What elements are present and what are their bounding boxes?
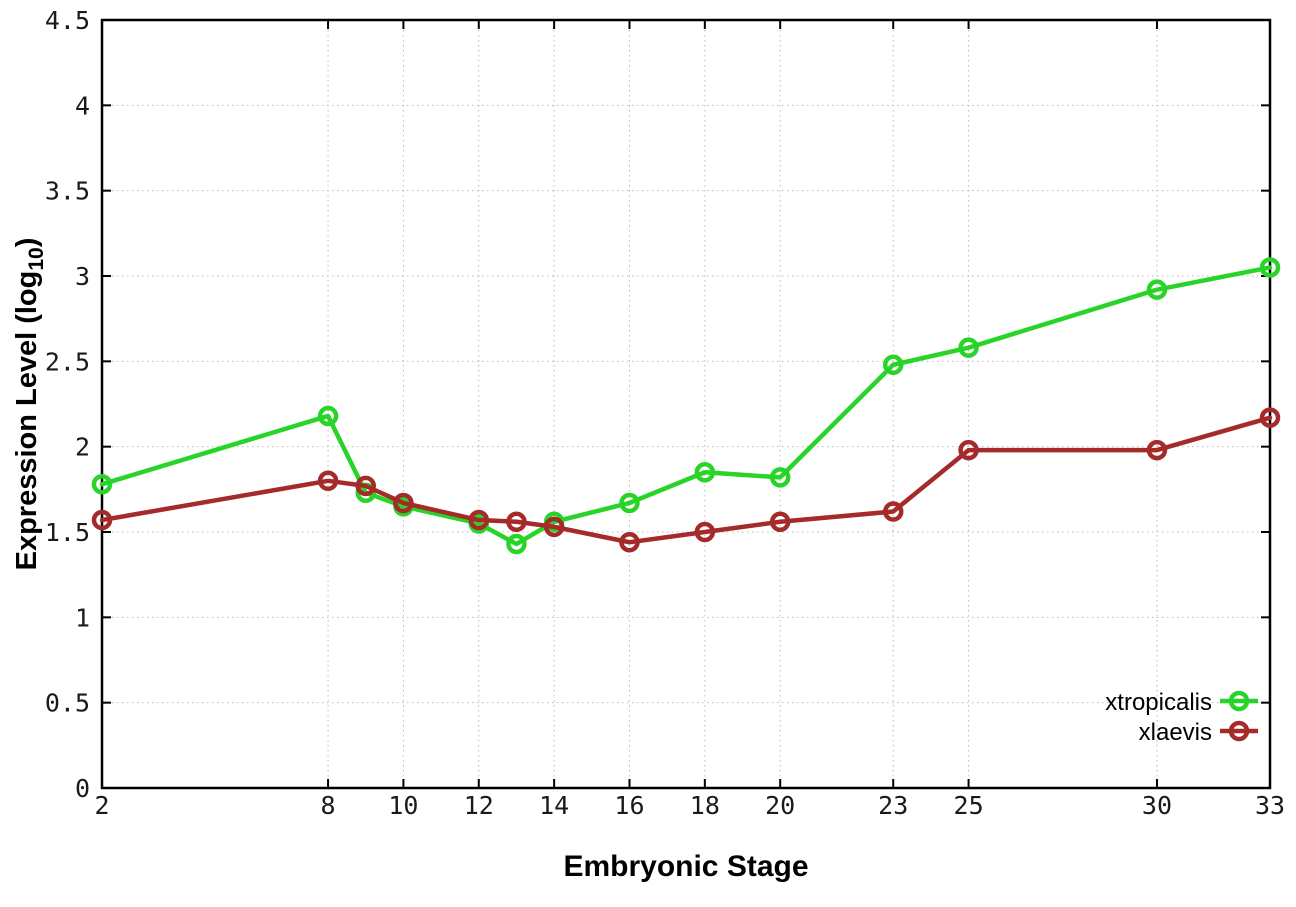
series-xlaevis-marker	[619, 531, 640, 553]
y-tick-label: 0.5	[45, 689, 90, 718]
y-tick-label: 4.5	[45, 6, 90, 35]
x-tick-label: 14	[539, 791, 569, 820]
x-tick-label: 8	[321, 791, 336, 820]
series-xlaevis-marker	[769, 511, 791, 533]
x-tick-label: 25	[954, 791, 984, 820]
x-axis-title: Embryonic Stage	[563, 850, 808, 883]
series-xlaevis-marker	[1146, 439, 1168, 461]
series-xlaevis-marker	[506, 511, 527, 533]
series-xlaevis-marker	[393, 492, 414, 514]
series-xtropicalis-marker	[1259, 257, 1281, 278]
series-xtropicalis-marker	[91, 473, 113, 495]
y-tick-label: 1.5	[45, 518, 90, 547]
y-tick-label: 2	[75, 433, 90, 462]
x-tick-labels: 2 8 10 12 14 16 18 20 23 25 30 33	[94, 791, 1285, 820]
y-axis-title: Expression Level (log10)	[11, 238, 48, 571]
series-xlaevis-marker	[468, 509, 490, 531]
legend-marker-sample	[1228, 720, 1250, 742]
series-xlaevis-marker	[543, 516, 565, 538]
series-xlaevis-marker	[355, 475, 376, 497]
legend-label: xlaevis	[1139, 719, 1212, 746]
legend-item-xlaevis: xlaevis	[1139, 719, 1258, 746]
x-tick-label: 30	[1142, 791, 1172, 820]
series-xtropicalis-marker	[619, 492, 640, 514]
y-tick-label: 3	[75, 262, 90, 291]
series-xtropicalis-marker	[694, 462, 716, 483]
series-xtropicalis-marker	[882, 354, 904, 375]
y-tick-label: 1	[75, 603, 90, 632]
gridlines	[102, 20, 1270, 788]
x-tick-label: 33	[1255, 791, 1285, 820]
series-xlaevis-markers	[91, 407, 1281, 553]
x-tick-label: 18	[690, 791, 720, 820]
x-tick-label: 12	[464, 791, 494, 820]
series-xtropicalis-marker	[506, 533, 527, 555]
legend-item-xtropicalis: xtropicalis	[1105, 689, 1258, 716]
series-xtropicalis-marker	[769, 467, 791, 488]
x-tick-label: 16	[614, 791, 644, 820]
y-tick-label: 3.5	[45, 177, 90, 206]
x-tick-label: 10	[388, 791, 418, 820]
series-xtropicalis-marker	[958, 337, 979, 358]
legend: xtropicalis xlaevis	[1105, 689, 1258, 746]
series-xtropicalis-marker	[317, 405, 339, 427]
legend-marker-sample	[1228, 690, 1250, 712]
x-tick-label: 20	[765, 791, 795, 820]
plot-border	[100, 18, 1272, 790]
series-xlaevis-marker	[317, 470, 339, 492]
x-tick-label: 23	[878, 791, 908, 820]
y-tick-label: 2.5	[45, 347, 90, 376]
series-xlaevis-marker	[694, 521, 716, 543]
x-tick-label: 2	[94, 791, 109, 820]
y-tick-label: 4	[75, 91, 90, 120]
series-xlaevis-marker	[882, 501, 904, 522]
y-tick-label: 0	[75, 774, 90, 803]
series-xtropicalis-marker	[1146, 279, 1168, 300]
legend-label: xtropicalis	[1105, 689, 1212, 716]
y-tick-labels: 0 0.5 1 1.5 2 2.5 3 3.5 4 4.5	[45, 6, 90, 803]
series-xtropicalis-markers	[91, 257, 1281, 555]
series-xlaevis-marker	[958, 439, 979, 461]
series-xlaevis-marker	[1259, 407, 1281, 428]
series-xlaevis-marker	[91, 509, 113, 531]
